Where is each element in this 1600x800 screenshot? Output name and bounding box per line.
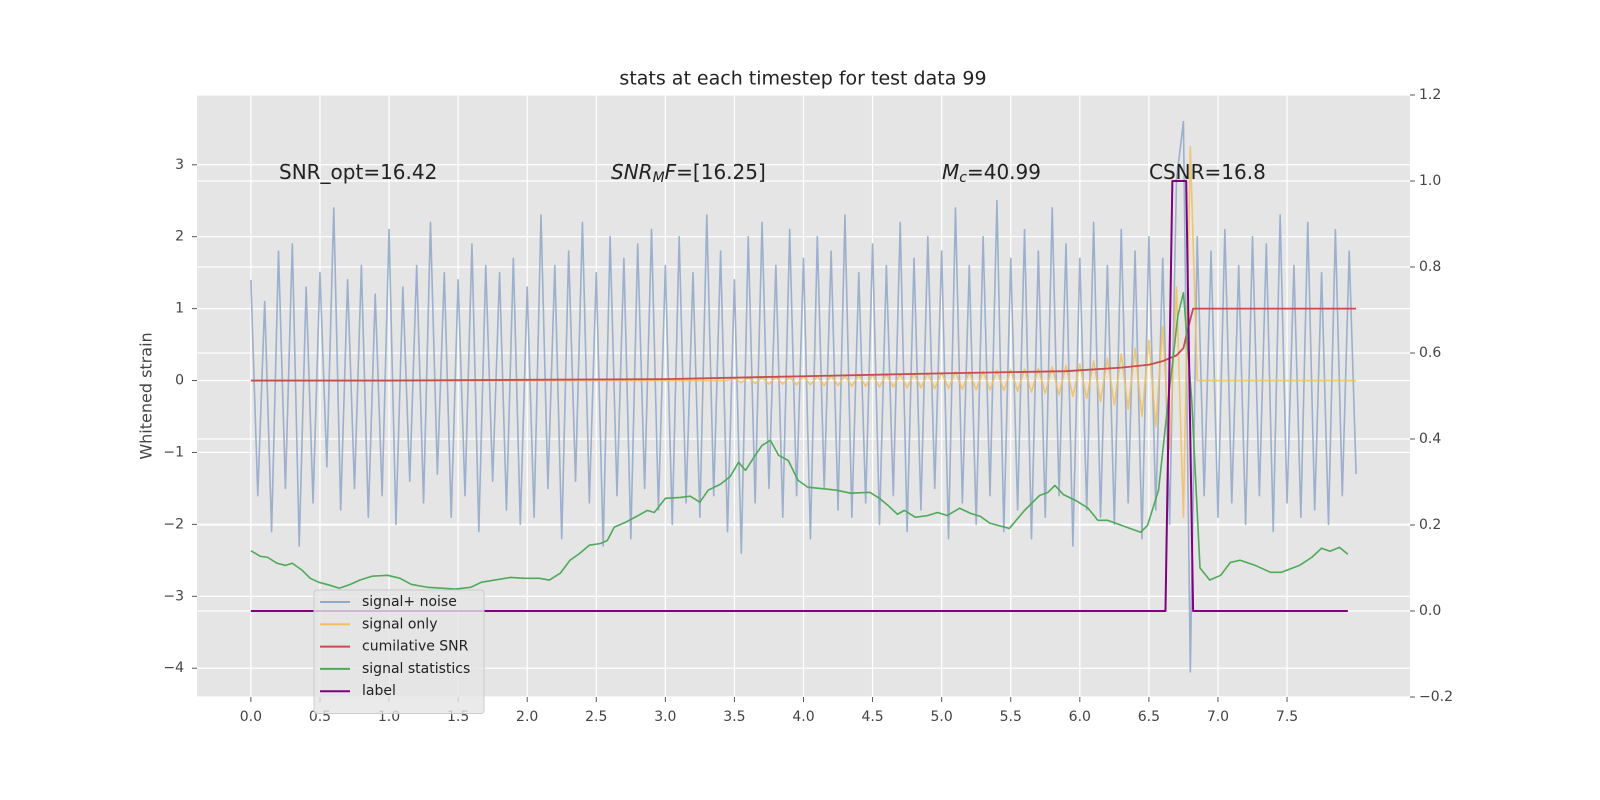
series-line xyxy=(250,180,1348,612)
y-tick-label: −1 xyxy=(163,444,184,460)
annotation-part: F xyxy=(665,160,677,184)
annotation-part: M xyxy=(942,160,959,184)
series-line xyxy=(250,292,1349,590)
y2-tick-label: 1.2 xyxy=(1419,87,1441,103)
y-tick-label: 2 xyxy=(175,229,184,245)
y2-tick-label: 1.0 xyxy=(1419,173,1441,189)
legend-label: signal statistics xyxy=(362,661,470,677)
y-tick-label: −4 xyxy=(163,660,184,676)
annotation-part: c xyxy=(959,170,967,186)
y2-tick-label: 0.8 xyxy=(1419,259,1441,275)
annotation: CSNR=16.8 xyxy=(1149,160,1266,184)
x-tick-label: 4.0 xyxy=(792,709,814,725)
x-tick-label: 5.5 xyxy=(1000,709,1022,725)
x-tick-label: 2.0 xyxy=(516,709,538,725)
x-tick-label: 7.0 xyxy=(1207,709,1229,725)
y2-tick-label: 0.6 xyxy=(1419,345,1441,361)
y2-tick-label: 0.4 xyxy=(1419,431,1441,447)
x-tick-label: 2.5 xyxy=(585,709,607,725)
y2-tick-label: 0.0 xyxy=(1419,603,1441,619)
y-tick-label: −2 xyxy=(163,516,184,532)
y2-tick-label: 0.2 xyxy=(1419,517,1441,533)
x-tick-label: 7.5 xyxy=(1276,709,1298,725)
legend-label: cumilative SNR xyxy=(362,639,469,655)
y-axis-label: Whitened strain xyxy=(137,332,156,459)
y-tick-label: 0 xyxy=(175,373,184,389)
annotation-part: CSNR=16.8 xyxy=(1149,160,1266,184)
y2-tick-label: −0.2 xyxy=(1419,689,1453,705)
annotation-part: SNR_opt=16.42 xyxy=(279,160,437,184)
y-tick-label: 3 xyxy=(175,157,184,173)
legend-label: signal only xyxy=(362,616,437,632)
legend-label: signal+ noise xyxy=(362,594,457,610)
x-tick-label: 0.0 xyxy=(240,709,262,725)
annotation: Mc=40.99 xyxy=(942,160,1041,187)
annotation-part: =[16.25] xyxy=(676,160,766,184)
x-tick-label: 3.0 xyxy=(654,709,676,725)
annotation: SNR_opt=16.42 xyxy=(279,160,437,184)
chart-title: stats at each timestep for test data 99 xyxy=(619,68,986,90)
annotation-part: =40.99 xyxy=(967,160,1041,184)
legend-box xyxy=(313,589,485,714)
annotation-part: M xyxy=(653,170,665,186)
annotation-part: SNR xyxy=(611,160,653,184)
legend-label: label xyxy=(362,683,396,699)
x-tick-label: 5.0 xyxy=(931,709,953,725)
x-tick-label: 6.5 xyxy=(1138,709,1160,725)
annotation: SNRMF=[16.25] xyxy=(611,160,766,187)
y-tick-label: −3 xyxy=(163,588,184,604)
x-tick-label: 6.0 xyxy=(1069,709,1091,725)
y-tick-label: 1 xyxy=(175,301,184,317)
x-tick-label: 3.5 xyxy=(723,709,745,725)
x-tick-label: 4.5 xyxy=(861,709,883,725)
